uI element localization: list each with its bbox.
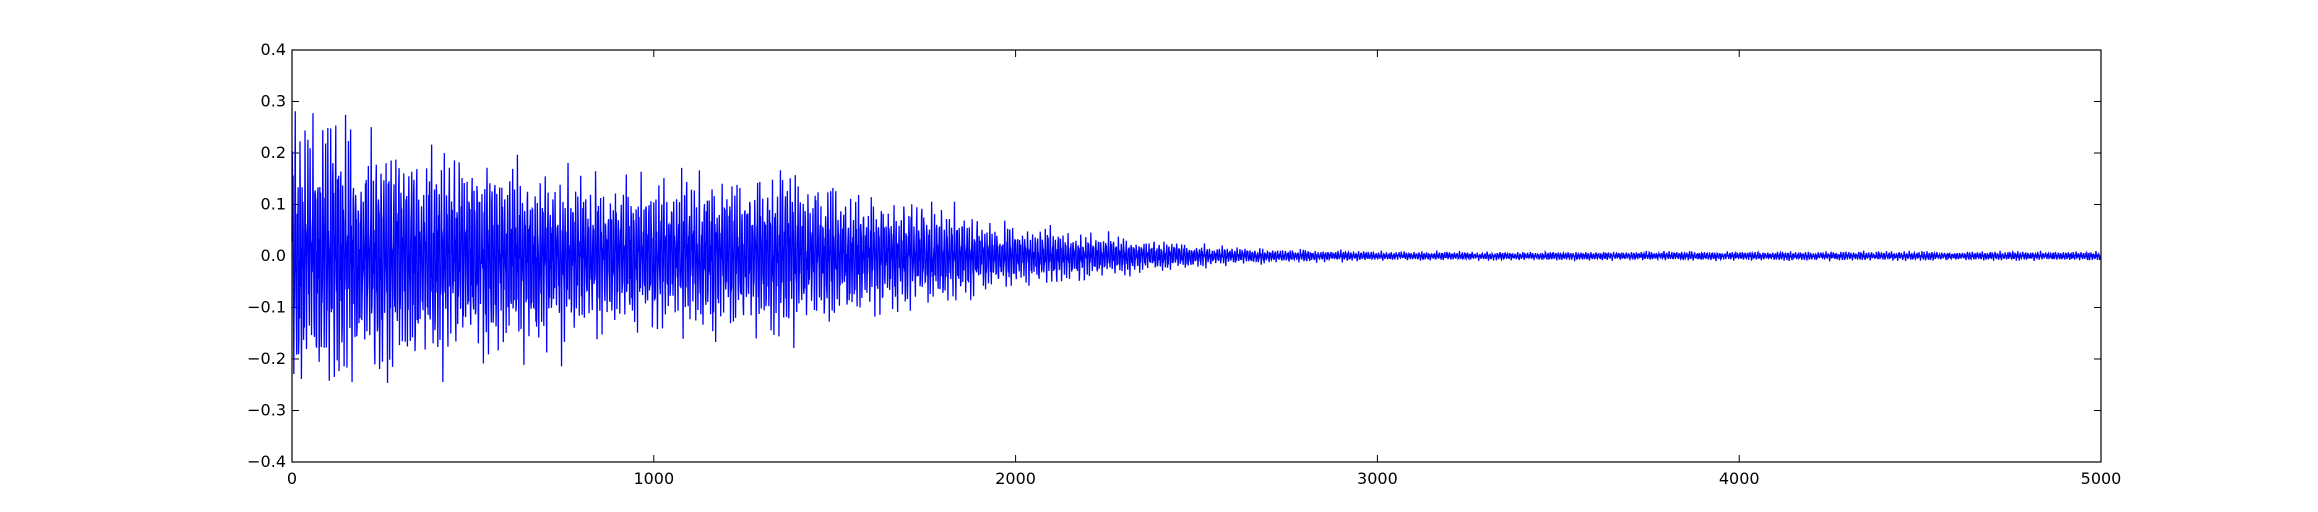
x-tick-label: 3000 <box>1357 469 1398 488</box>
x-tick-label: 4000 <box>1719 469 1760 488</box>
y-tick-label: −0.2 <box>247 349 286 368</box>
y-tick-label: −0.4 <box>247 452 286 471</box>
x-tick-label: 0 <box>287 469 297 488</box>
y-tick-label: 0.3 <box>261 92 286 111</box>
x-ticks: 0 1000 2000 3000 4000 5000 <box>287 50 2121 488</box>
y-tick-label: 0.0 <box>261 246 286 265</box>
x-tick-label: 2000 <box>995 469 1036 488</box>
x-tick-label: 5000 <box>2081 469 2122 488</box>
y-tick-label: −0.3 <box>247 401 286 420</box>
y-tick-label: −0.1 <box>247 298 286 317</box>
y-ticks: 0.4 0.3 0.2 0.1 0.0 −0.1 −0.2 −0.3 −0.4 <box>247 40 2101 471</box>
y-tick-label: 0.2 <box>261 143 286 162</box>
y-tick-label: 0.1 <box>261 195 286 214</box>
x-tick-label: 1000 <box>633 469 674 488</box>
series-line <box>291 111 2102 384</box>
plot-frame <box>291 49 2102 463</box>
y-tick-label: 0.4 <box>261 40 286 59</box>
